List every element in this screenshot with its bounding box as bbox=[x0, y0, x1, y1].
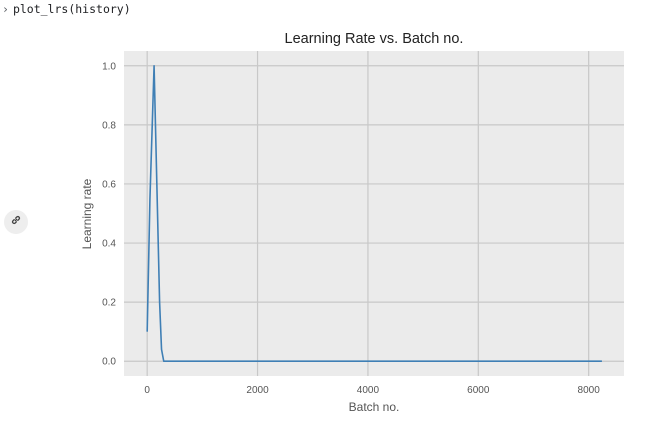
link-icon bbox=[10, 213, 22, 231]
x-tick-label: 2000 bbox=[246, 385, 269, 396]
plot-area bbox=[124, 51, 624, 376]
y-tick-label: 0.0 bbox=[102, 357, 116, 368]
cell-prompt-chevron: › bbox=[2, 2, 9, 16]
link-button[interactable] bbox=[4, 210, 28, 234]
y-axis-label: Learning rate bbox=[80, 178, 94, 249]
chart-title: Learning Rate vs. Batch no. bbox=[285, 31, 464, 47]
x-tick-label: 0 bbox=[144, 385, 150, 396]
x-tick-label: 4000 bbox=[357, 385, 380, 396]
y-tick-label: 0.8 bbox=[102, 120, 116, 131]
cell-code-text: plot_lrs(history) bbox=[12, 2, 131, 16]
code-cell[interactable]: › plot_lrs(history) bbox=[2, 2, 131, 16]
x-tick-label: 6000 bbox=[467, 385, 490, 396]
tick-labels: 0 2000 4000 6000 8000 0.0 0.2 0.4 0.6 0.8 1.0 bbox=[102, 61, 600, 396]
y-tick-label: 0.6 bbox=[102, 179, 116, 190]
series-layer bbox=[146, 64, 602, 363]
lr-series-line bbox=[146, 64, 602, 363]
y-tick-label: 1.0 bbox=[102, 61, 116, 72]
x-axis-label: Batch no. bbox=[349, 400, 400, 414]
y-tick-label: 0.4 bbox=[102, 239, 116, 250]
y-tick-label: 0.2 bbox=[102, 298, 116, 309]
x-tick-label: 8000 bbox=[578, 385, 601, 396]
